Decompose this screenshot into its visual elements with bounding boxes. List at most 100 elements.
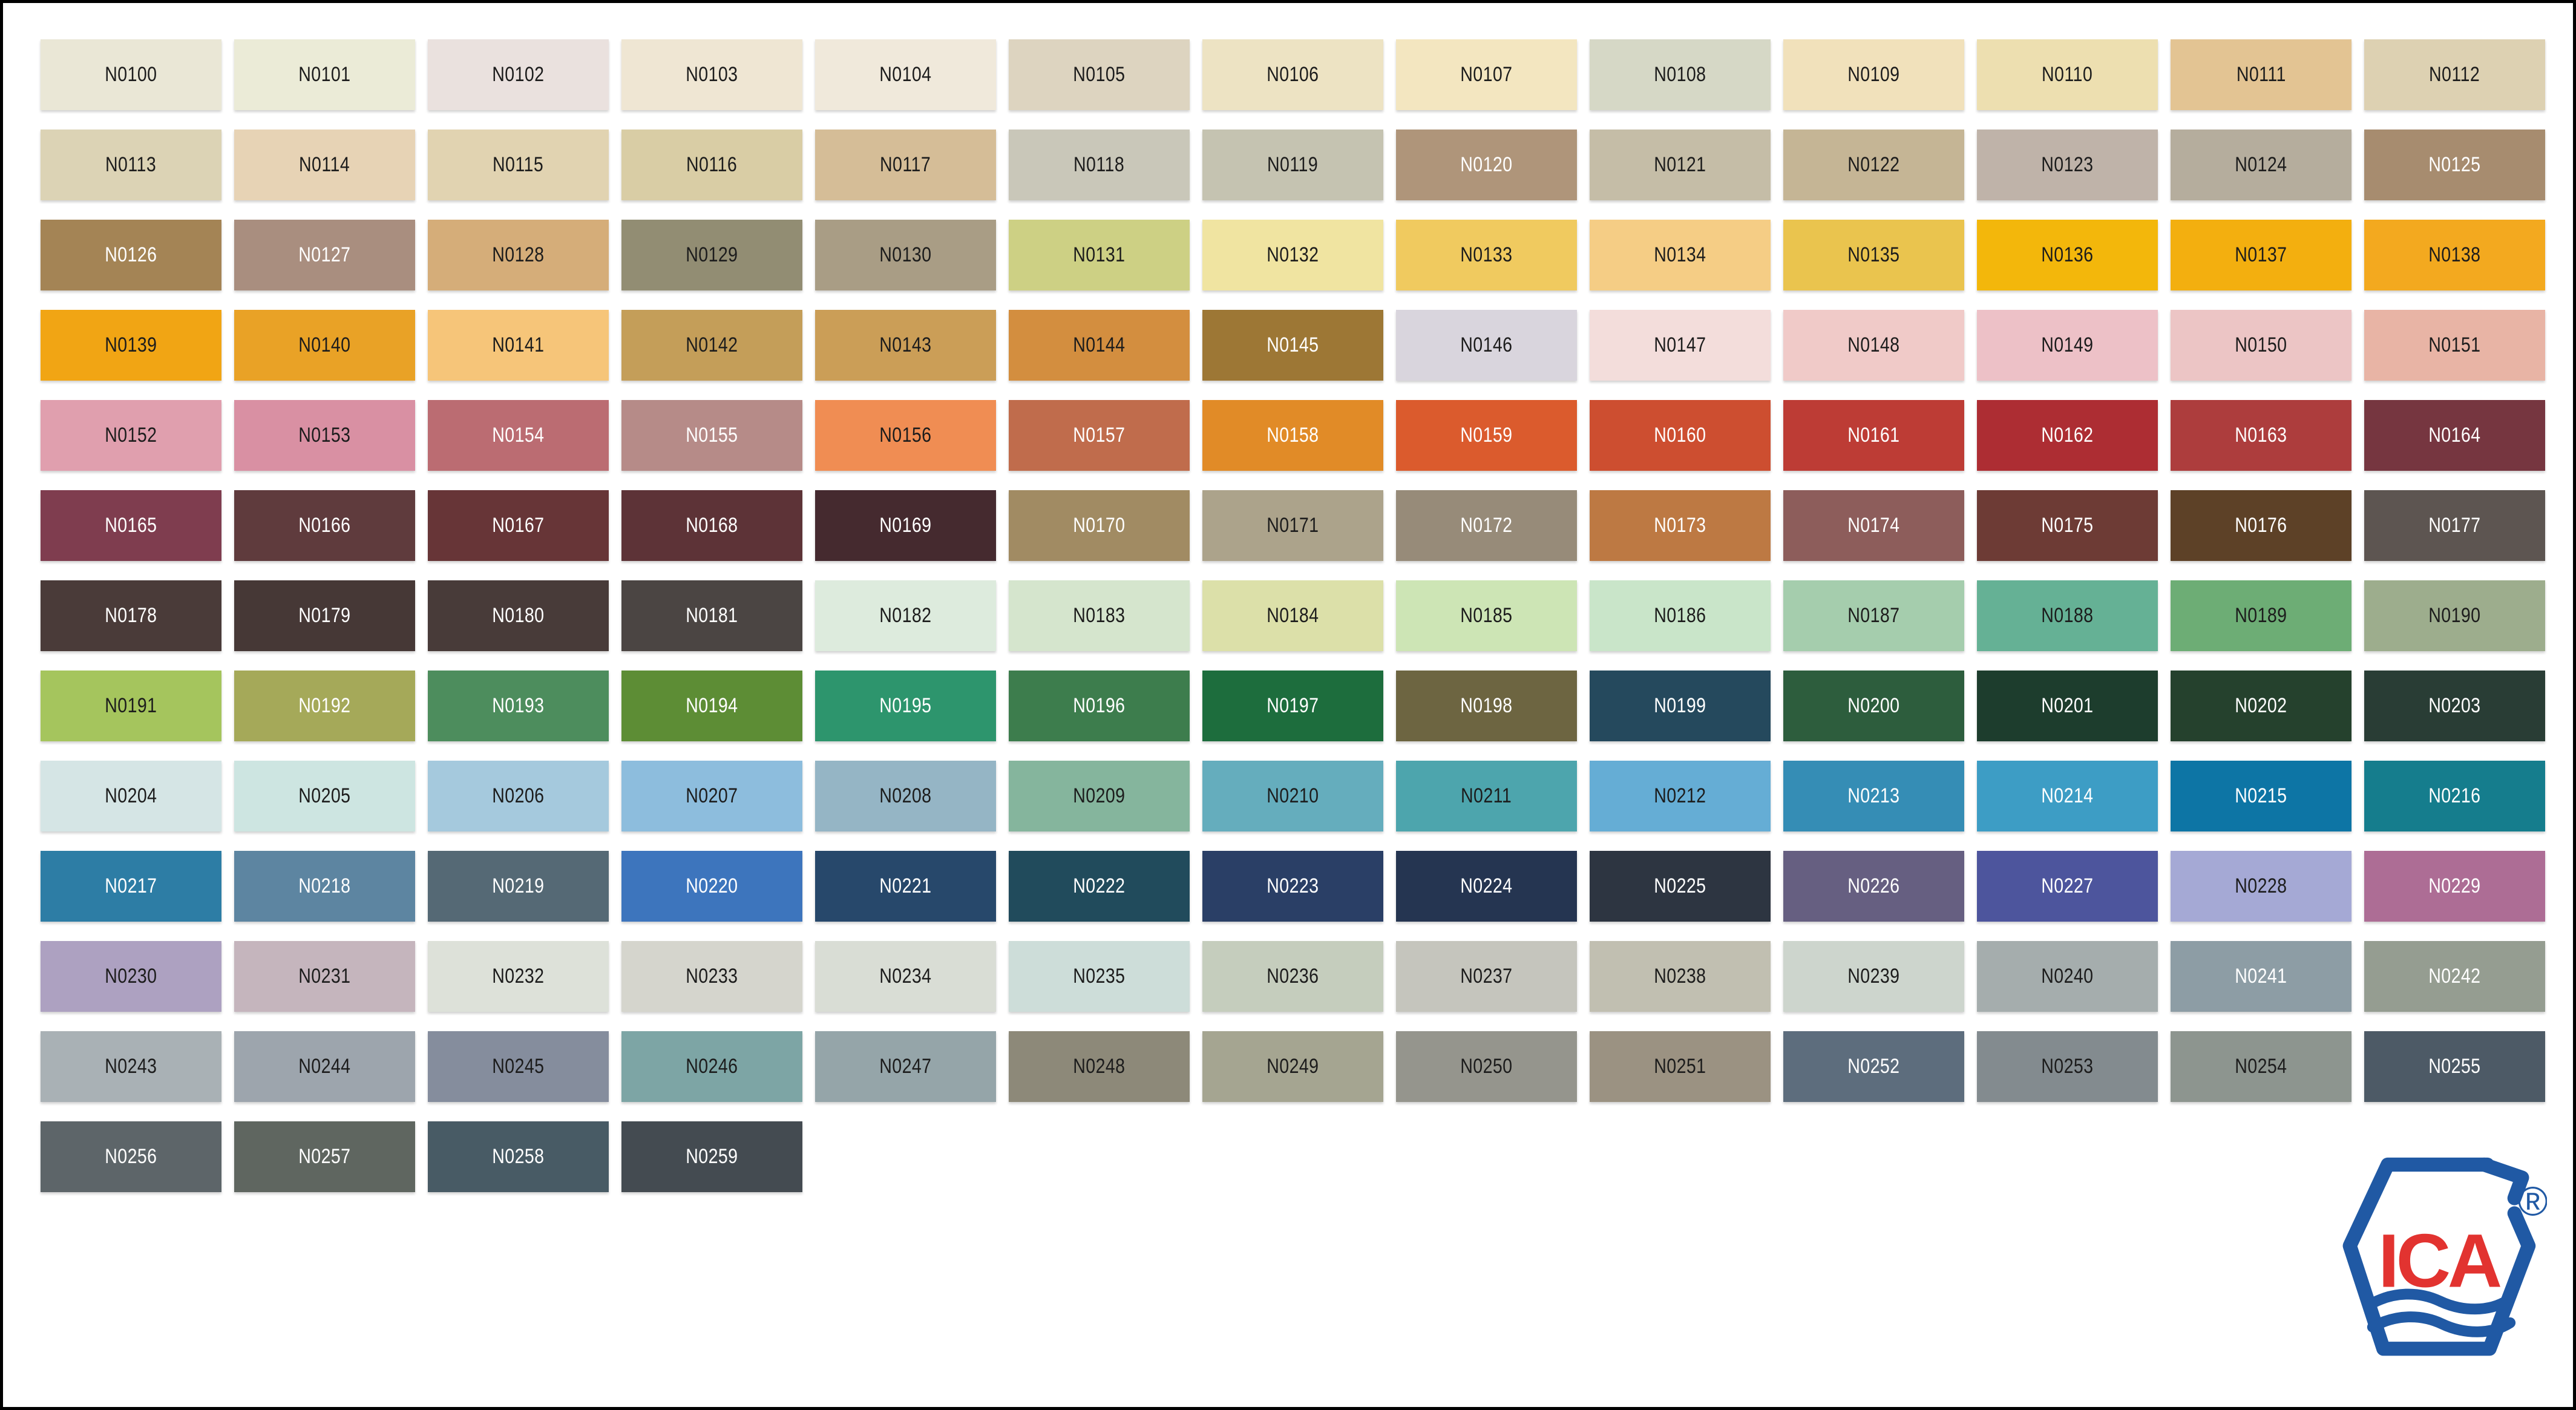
swatch-code-label: N0256 [105, 1145, 157, 1168]
color-swatch: N0126 [41, 220, 221, 290]
swatch-code-label: N0155 [686, 424, 738, 447]
swatch-code-label: N0179 [298, 604, 351, 627]
swatch-code-label: N0122 [1847, 153, 1900, 176]
swatch-code-label: N0187 [1847, 604, 1900, 627]
color-swatch: N0111 [2171, 39, 2352, 110]
color-swatch: N0107 [1396, 39, 1577, 110]
color-swatch: N0110 [1977, 39, 2158, 110]
color-swatch: N0114 [234, 130, 415, 200]
color-swatch: N0188 [1977, 580, 2158, 651]
swatch-code-label: N0111 [2236, 63, 2286, 86]
color-swatch: N0211 [1396, 761, 1577, 831]
color-swatch: N0258 [428, 1121, 609, 1192]
swatch-code-label: N0225 [1654, 874, 1706, 897]
color-swatch: N0242 [2364, 941, 2545, 1012]
color-swatch: N0164 [2364, 400, 2545, 471]
swatch-code-label: N0238 [1654, 965, 1706, 988]
color-swatch: N0174 [1783, 490, 1964, 561]
swatch-code-label: N0127 [298, 243, 351, 266]
swatch-code-label: N0119 [1267, 153, 1319, 176]
swatch-code-label: N0110 [2042, 63, 2093, 86]
swatch-code-label: N0167 [492, 514, 545, 537]
swatch-code-label: N0233 [686, 965, 738, 988]
swatch-code-label: N0139 [105, 333, 157, 356]
swatch-grid: N0100 N0101 N0102 N0103 N0104 N0105 N010… [41, 39, 2545, 1192]
logo-wordmark: ICA [2378, 1219, 2501, 1303]
color-swatch: N0136 [1977, 220, 2158, 290]
color-swatch: N0166 [234, 490, 415, 561]
swatch-code-label: N0248 [1073, 1055, 1126, 1078]
color-swatch: N0191 [41, 671, 221, 741]
swatch-code-label: N0245 [492, 1055, 545, 1078]
color-swatch: N0190 [2364, 580, 2545, 651]
swatch-code-label: N0157 [1073, 424, 1126, 447]
color-swatch: N0171 [1202, 490, 1383, 561]
swatch-code-label: N0198 [1460, 694, 1513, 717]
swatch-code-label: N0203 [2428, 694, 2481, 717]
swatch-code-label: N0252 [1847, 1055, 1900, 1078]
swatch-code-label: N0171 [1267, 514, 1319, 537]
color-swatch: N0253 [1977, 1031, 2158, 1102]
color-swatch: N0250 [1396, 1031, 1577, 1102]
swatch-code-label: N0128 [492, 243, 545, 266]
color-swatch: N0134 [1590, 220, 1771, 290]
swatch-code-label: N0186 [1654, 604, 1706, 627]
swatch-code-label: N0174 [1847, 514, 1900, 537]
swatch-code-label: N0141 [492, 333, 545, 356]
color-swatch: N0207 [621, 761, 802, 831]
swatch-code-label: N0241 [2235, 965, 2287, 988]
swatch-code-label: N0170 [1073, 514, 1126, 537]
swatch-code-label: N0160 [1654, 424, 1706, 447]
swatch-code-label: N0168 [686, 514, 738, 537]
swatch-code-label: N0144 [1073, 333, 1126, 356]
color-swatch: N0113 [41, 130, 221, 200]
color-swatch: N0133 [1396, 220, 1577, 290]
swatch-code-label: N0173 [1654, 514, 1706, 537]
color-swatch: N0169 [815, 490, 996, 561]
swatch-code-label: N0104 [879, 63, 932, 86]
swatch-code-label: N0239 [1847, 965, 1900, 988]
color-swatch: N0210 [1202, 761, 1383, 831]
swatch-code-label: N0222 [1073, 874, 1126, 897]
color-swatch: N0204 [41, 761, 221, 831]
color-swatch: N0226 [1783, 851, 1964, 922]
swatch-code-label: N0125 [2428, 153, 2481, 176]
color-swatch: N0235 [1009, 941, 1190, 1012]
color-swatch: N0224 [1396, 851, 1577, 922]
swatch-code-label: N0259 [686, 1145, 738, 1168]
color-swatch: N0125 [2364, 130, 2545, 200]
swatch-code-label: N0190 [2428, 604, 2481, 627]
color-swatch: N0175 [1977, 490, 2158, 561]
swatch-code-label: N0131 [1073, 243, 1126, 266]
swatch-code-label: N0224 [1460, 874, 1513, 897]
color-swatch: N0170 [1009, 490, 1190, 561]
swatch-code-label: N0138 [2428, 243, 2481, 266]
swatch-code-label: N0191 [105, 694, 157, 717]
color-swatch: N0206 [428, 761, 609, 831]
color-swatch: N0140 [234, 310, 415, 381]
color-swatch: N0119 [1202, 130, 1383, 200]
swatch-code-label: N0200 [1847, 694, 1900, 717]
color-swatch: N0225 [1590, 851, 1771, 922]
swatch-code-label: N0137 [2235, 243, 2287, 266]
swatch-code-label: N0156 [879, 424, 932, 447]
swatch-code-label: N0181 [686, 604, 738, 627]
swatch-code-label: N0136 [2041, 243, 2094, 266]
color-swatch: N0167 [428, 490, 609, 561]
swatch-code-label: N0132 [1267, 243, 1319, 266]
color-swatch: N0249 [1202, 1031, 1383, 1102]
swatch-code-label: N0146 [1460, 333, 1513, 356]
color-swatch: N0104 [815, 39, 996, 110]
swatch-code-label: N0130 [879, 243, 932, 266]
color-swatch: N0157 [1009, 400, 1190, 471]
color-swatch: N0233 [621, 941, 802, 1012]
swatch-code-label: N0229 [2428, 874, 2481, 897]
color-swatch: N0248 [1009, 1031, 1190, 1102]
color-swatch: N0246 [621, 1031, 802, 1102]
swatch-code-label: N0176 [2235, 514, 2287, 537]
color-swatch: N0182 [815, 580, 996, 651]
swatch-code-label: N0134 [1654, 243, 1706, 266]
swatch-code-label: N0230 [105, 965, 157, 988]
swatch-code-label: N0214 [2041, 784, 2094, 807]
color-swatch: N0214 [1977, 761, 2158, 831]
